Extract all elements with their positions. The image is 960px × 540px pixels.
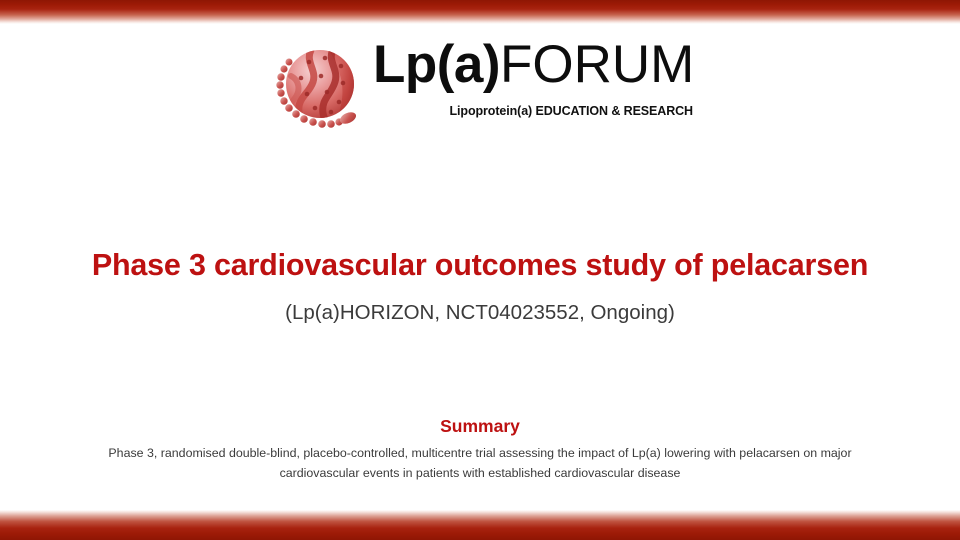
logo-wordmark: Lp(a)FORUM Lipoprotein(a) EDUCATION & RE… bbox=[373, 38, 695, 138]
logo-tagline: Lipoprotein(a) EDUCATION & RESEARCH bbox=[449, 104, 694, 118]
summary-block: Summary Phase 3, randomised double-blind… bbox=[0, 416, 960, 484]
bottom-accent-band bbox=[0, 510, 960, 540]
logo-wordmark-bold: Lp(a) bbox=[373, 35, 501, 94]
summary-body: Phase 3, randomised double-blind, placeb… bbox=[108, 446, 852, 481]
logo-wordmark-text: Lp(a)FORUM bbox=[373, 38, 695, 91]
page-subtitle: (Lp(a)HORIZON, NCT04023552, Ongoing) bbox=[285, 300, 675, 324]
title-block: Phase 3 cardiovascular outcomes study of… bbox=[0, 248, 960, 326]
lipoprotein-a-particle-icon bbox=[265, 36, 369, 140]
top-accent-band bbox=[0, 0, 960, 24]
lpa-forum-logo: Lp(a)FORUM Lipoprotein(a) EDUCATION & RE… bbox=[265, 36, 695, 140]
page-title: Phase 3 cardiovascular outcomes study of… bbox=[91, 248, 869, 282]
summary-heading: Summary bbox=[440, 416, 520, 436]
logo-wordmark-light: FORUM bbox=[500, 35, 695, 94]
